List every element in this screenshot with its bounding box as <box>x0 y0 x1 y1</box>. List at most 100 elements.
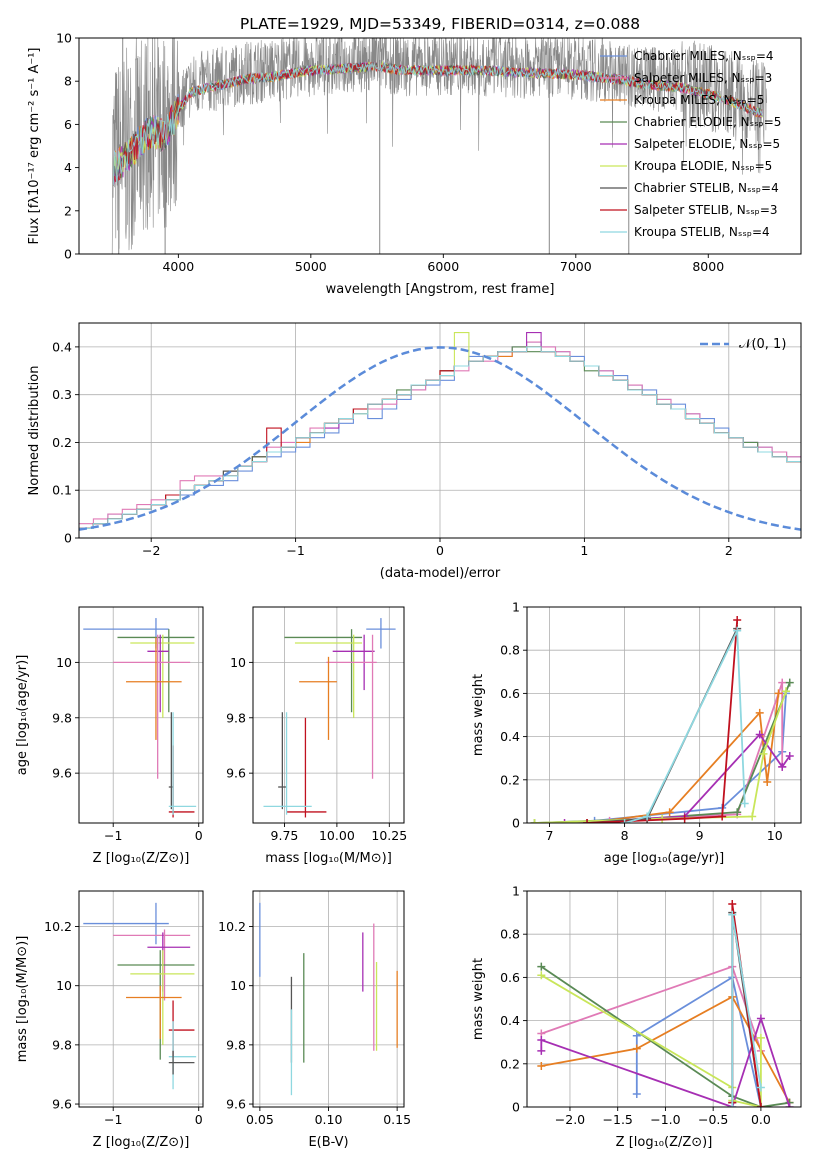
x-tick-label: 0.05 <box>246 1112 274 1127</box>
y-tick-label: 0.6 <box>500 970 520 985</box>
x-tick-label: −2 <box>142 543 160 558</box>
y-tick-label: 0.3 <box>52 387 72 402</box>
plot-area <box>83 618 197 818</box>
legend-label: Salpeter MILES, Nₛₛₚ=3 <box>634 71 772 85</box>
series-line <box>609 682 784 822</box>
x-tick-label: 6000 <box>427 259 459 274</box>
axes-frame <box>526 890 802 1108</box>
y-axis-label: Normed distribution <box>27 366 42 496</box>
y-tick-label: 9.6 <box>52 1097 72 1112</box>
data-point <box>756 1083 765 1092</box>
series-line <box>587 619 739 823</box>
data-point <box>755 708 764 717</box>
legend-label: Salpeter STELIB, Nₛₛₚ=3 <box>634 203 778 217</box>
series-line <box>586 693 780 823</box>
legend-label: Kroupa STELIB, Nₛₛₚ=4 <box>634 225 770 239</box>
data-point <box>680 814 689 823</box>
y-tick-label: 9.8 <box>52 1037 72 1052</box>
data-point <box>632 1044 641 1053</box>
y-tick-label: 10 <box>230 978 246 993</box>
x-axis-label: age [log₁₀(age/yr)] <box>604 851 725 866</box>
x-axis-label: Z [log₁₀(Z/Z⊙)] <box>93 1135 190 1150</box>
data-point <box>632 1090 641 1099</box>
legend-label: 𝒩(0, 1) <box>739 337 786 352</box>
y-tick-label: 0.6 <box>500 686 520 701</box>
data-point <box>785 1103 794 1107</box>
legend-label: Kroupa MILES, Nₛₛₚ=5 <box>634 93 764 107</box>
data-point <box>583 819 592 823</box>
x-tick-label: 0.15 <box>383 1112 411 1127</box>
x-tick-label: 0 <box>195 828 203 843</box>
x-tick-label: −1 <box>104 1112 122 1127</box>
plot-area <box>263 618 396 818</box>
data-point <box>755 730 764 739</box>
y-tick-label: 9.6 <box>226 766 246 781</box>
legend-label: Chabrier STELIB, Nₛₛₚ=4 <box>634 181 779 195</box>
axes-frame <box>78 890 204 1108</box>
y-tick-label: 4 <box>64 160 72 175</box>
data-point <box>740 799 749 808</box>
y-tick-label: 0.2 <box>500 1056 520 1071</box>
y-tick-label: 9.8 <box>52 710 72 725</box>
x-tick-label: 8000 <box>692 259 724 274</box>
y-tick-label: 0.4 <box>52 339 72 354</box>
y-tick-label: 0.2 <box>500 772 520 787</box>
y-tick-label: 10 <box>56 978 72 993</box>
x-tick-label: −1 <box>286 543 304 558</box>
plot-area <box>111 38 767 254</box>
x-tick-label: 7 <box>546 828 554 843</box>
plot-area <box>537 899 794 1107</box>
data-point <box>756 1014 765 1023</box>
normal-curve <box>79 346 801 531</box>
data-point <box>785 678 794 687</box>
x-tick-label: −1.5 <box>603 1112 633 1127</box>
y-axis-label: age [log₁₀(age/yr)] <box>15 655 30 776</box>
x-axis-label: Z [log₁₀(Z/Z⊙)] <box>93 851 190 866</box>
axes-frame <box>78 37 802 255</box>
x-axis-label: E(B-V) <box>308 1135 348 1150</box>
series-line <box>624 630 746 823</box>
data-point <box>537 962 546 971</box>
y-tick-label: 10 <box>56 31 72 46</box>
data-point <box>537 1046 546 1055</box>
y-tick-label: 9.6 <box>52 766 72 781</box>
x-axis-label: (data-model)/error <box>380 566 501 581</box>
x-tick-label: 7000 <box>560 259 592 274</box>
data-point <box>728 899 737 908</box>
y-tick-label: 0.1 <box>52 483 72 498</box>
y-axis-label: mass weight <box>471 674 486 756</box>
legend-label: Chabrier MILES, Nₛₛₚ=4 <box>634 49 774 63</box>
data-point <box>537 971 546 980</box>
data-point <box>774 689 783 698</box>
x-tick-label: 0 <box>436 543 444 558</box>
y-tick-label: 0 <box>512 1100 520 1115</box>
axes-frame <box>78 606 204 824</box>
y-axis-label: Flux [fλ10⁻¹⁷ erg cm⁻² s⁻¹ A⁻¹] <box>27 48 42 245</box>
series-line <box>564 732 791 823</box>
data-point <box>537 1061 546 1070</box>
data-point <box>756 1103 765 1107</box>
x-tick-label: 9.75 <box>271 828 299 843</box>
y-tick-label: 6 <box>64 117 72 132</box>
data-point <box>778 678 787 687</box>
x-tick-label: 0.0 <box>751 1112 771 1127</box>
data-point <box>560 819 569 823</box>
y-tick-label: 10.2 <box>218 919 246 934</box>
legend-label: Chabrier ELODIE, Nₛₛₚ=5 <box>634 115 781 129</box>
axes-frame <box>526 606 802 824</box>
axes-frame <box>78 322 802 539</box>
data-point <box>643 812 652 821</box>
y-tick-label: 0.4 <box>500 1013 520 1028</box>
x-tick-label: −2.0 <box>555 1112 585 1127</box>
legend-label: Kroupa ELODIE, Nₛₛₚ=5 <box>634 159 772 173</box>
y-tick-label: 1 <box>512 600 520 615</box>
legend-label: Salpeter ELODIE, Nₛₛₚ=5 <box>634 137 780 151</box>
model-line <box>112 61 763 186</box>
x-tick-label: −1.0 <box>650 1112 680 1127</box>
panel-7: 0.05 0.10 0.15 9.6 9.8 10 10.2 E(B-V) <box>218 890 411 1150</box>
data-point <box>620 819 629 823</box>
panel-1: 4000 5000 6000 7000 8000 0 2 4 6 8 10 wavelength [A… <box>27 15 802 297</box>
y-axis-label: mass [log₁₀(M/M⊙)] <box>15 936 30 1063</box>
series-line <box>587 628 739 823</box>
